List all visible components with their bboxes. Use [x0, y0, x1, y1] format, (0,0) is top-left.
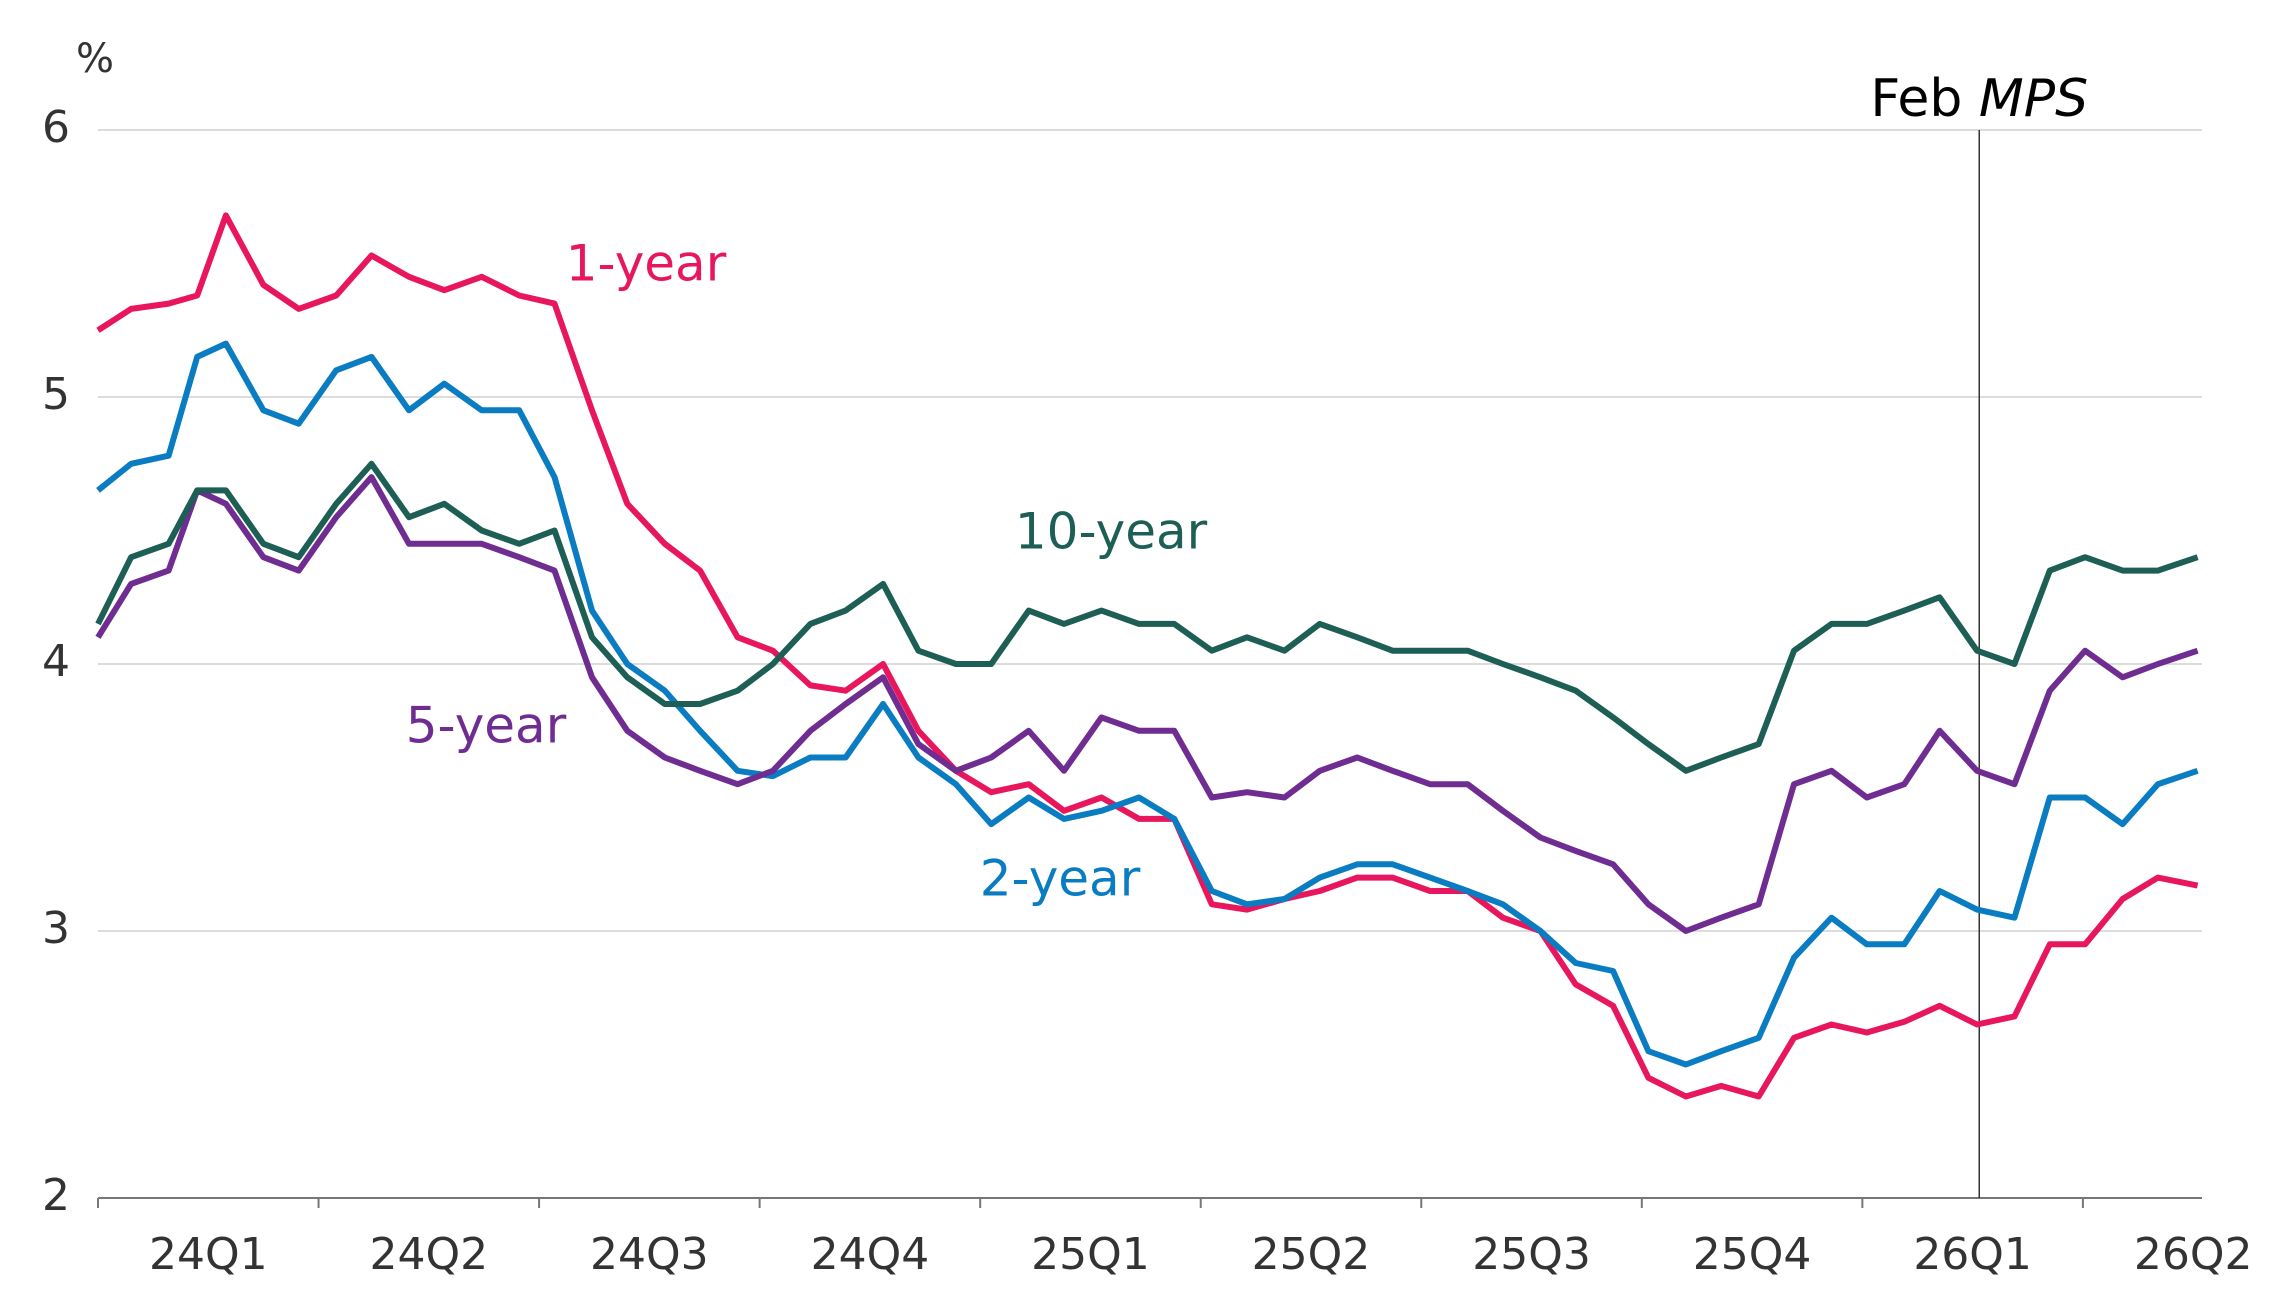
series-line [96, 340, 2199, 1068]
y-unit: % [76, 36, 114, 82]
annotation-text: Feb [1870, 69, 1962, 129]
y-tick-label: 2 [42, 1170, 70, 1221]
y-tick-label: 5 [42, 369, 70, 420]
x-tick-label: 25Q2 [1252, 1229, 1371, 1280]
y-tick-label: 4 [42, 636, 70, 687]
series-label: 1-year [566, 235, 727, 293]
series-label: 5-year [406, 697, 567, 755]
annotation-label: Feb MPS [1870, 69, 2088, 129]
x-tick-label: 24Q2 [370, 1229, 489, 1280]
annotation-emph: MPS [1979, 69, 2088, 129]
x-tick-label: 25Q1 [1031, 1229, 1150, 1280]
y-tick-label: 3 [42, 903, 70, 954]
x-tick-label: 24Q4 [811, 1229, 930, 1280]
series-label: 2-year [980, 850, 1141, 908]
x-tick-label: 26Q1 [1913, 1229, 2032, 1280]
x-tick-label: 26Q2 [2134, 1229, 2253, 1280]
series-label: 10-year [1015, 503, 1208, 561]
series-line [95, 460, 2199, 774]
x-tick-label: 25Q3 [1472, 1229, 1591, 1280]
x-tick-label: 24Q3 [590, 1229, 709, 1280]
x-tick-label: 24Q1 [149, 1229, 268, 1280]
series-line [96, 212, 2199, 1100]
y-tick-label: 6 [42, 102, 70, 153]
x-tick-label: 25Q4 [1693, 1229, 1812, 1280]
series-line [95, 474, 2199, 934]
